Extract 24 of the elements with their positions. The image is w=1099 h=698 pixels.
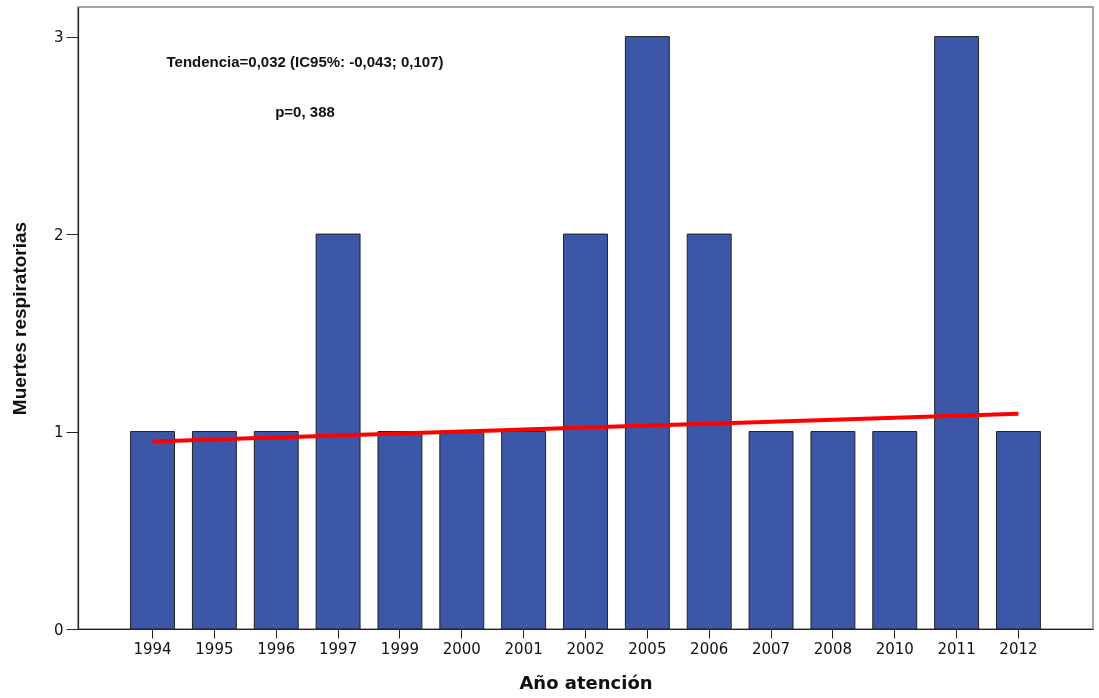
y-axis-title: Muertes respiratorias xyxy=(8,221,30,416)
x-tick-label: 2012 xyxy=(999,639,1038,658)
x-tick-label: 2008 xyxy=(813,639,852,658)
annotation: p=0, 388 xyxy=(275,103,335,120)
x-tick-label: 2005 xyxy=(628,639,667,658)
y-tick-label: 3 xyxy=(53,28,64,47)
x-tick-label: 2002 xyxy=(566,639,605,658)
x-tick-label: 2000 xyxy=(442,639,481,658)
y-tick-label: 0 xyxy=(53,620,64,639)
x-tick-label: 2007 xyxy=(751,639,791,658)
x-tick-label: 2011 xyxy=(937,639,976,658)
annotation: Tendencia=0,032 (IC95%: -0,043; 0,107) xyxy=(166,53,444,70)
y-tick-label: 1 xyxy=(53,423,64,442)
x-tick-label: 1996 xyxy=(257,639,296,658)
y-tick-label: 2 xyxy=(53,225,64,244)
x-tick-label: 1999 xyxy=(380,639,420,658)
x-tick-label: 2001 xyxy=(504,639,543,658)
x-tick-label: 2010 xyxy=(875,639,914,658)
x-tick-label: 2006 xyxy=(690,639,729,658)
x-tick-label: 1994 xyxy=(133,639,172,658)
x-tick-label: 1995 xyxy=(195,639,234,658)
x-tick-label: 1997 xyxy=(319,639,358,658)
line-series xyxy=(150,411,1021,444)
x-axis-title: Año atención xyxy=(519,671,653,693)
